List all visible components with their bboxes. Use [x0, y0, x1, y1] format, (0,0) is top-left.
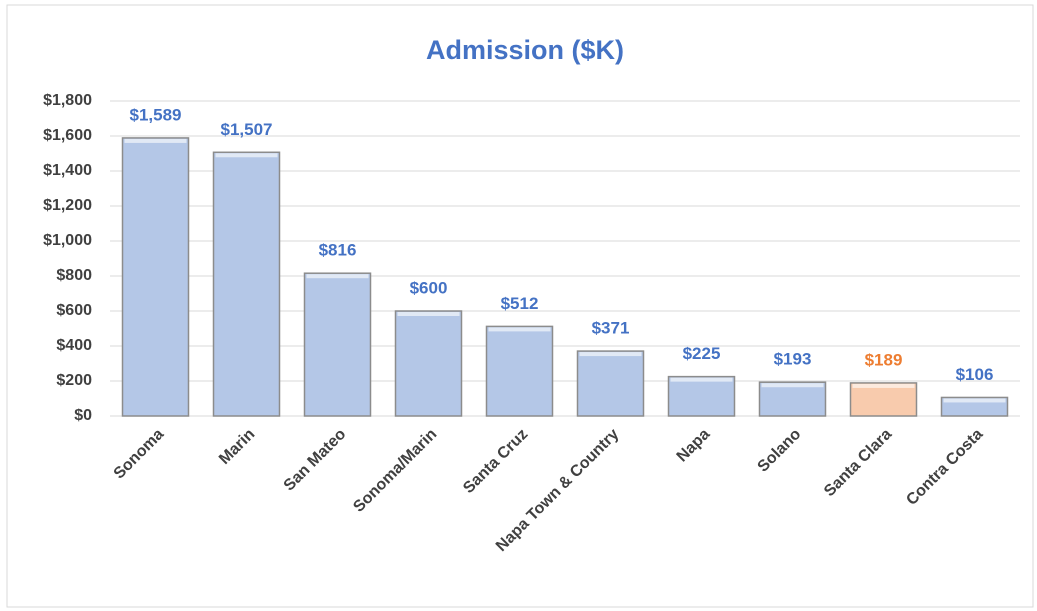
value-label: $816	[319, 241, 357, 260]
bar	[758, 381, 827, 417]
chart-title: Admission ($K)	[426, 35, 624, 65]
bar-highlight	[488, 327, 551, 332]
bar	[667, 375, 736, 417]
value-label: $193	[774, 350, 812, 369]
y-tick-label: $1,800	[43, 92, 92, 109]
bar	[576, 350, 645, 417]
bar	[849, 382, 918, 417]
value-label: $189	[865, 350, 903, 369]
value-label: $106	[956, 365, 994, 384]
bar	[394, 310, 463, 417]
y-tick-label: $600	[56, 302, 92, 319]
bar-highlight	[761, 383, 824, 388]
bar-highlight	[397, 312, 460, 316]
bar-highlight	[579, 352, 642, 357]
y-tick-label: $1,600	[43, 127, 92, 144]
y-tick-label: $200	[56, 372, 92, 389]
bar-highlight	[852, 383, 915, 388]
bar-highlight	[215, 153, 278, 158]
bar	[212, 151, 281, 417]
y-tick-label: $400	[56, 337, 92, 354]
value-label: $1,589	[130, 105, 182, 124]
value-label: $371	[592, 319, 630, 338]
bar-highlight	[124, 138, 187, 143]
bar	[303, 272, 372, 417]
value-label: $1,507	[221, 120, 273, 139]
value-label: $225	[683, 344, 721, 363]
value-label: $512	[501, 294, 539, 313]
y-tick-label: $800	[56, 267, 92, 284]
y-tick-label: $0	[74, 407, 92, 424]
bar-highlight	[306, 274, 369, 279]
bar	[485, 325, 554, 417]
bar	[121, 137, 190, 417]
y-tick-label: $1,200	[43, 197, 92, 214]
y-tick-label: $1,000	[43, 232, 92, 249]
value-label: $600	[410, 278, 448, 297]
bar-highlight	[943, 398, 1006, 403]
y-tick-label: $1,400	[43, 162, 92, 179]
bar-highlight	[670, 377, 733, 382]
